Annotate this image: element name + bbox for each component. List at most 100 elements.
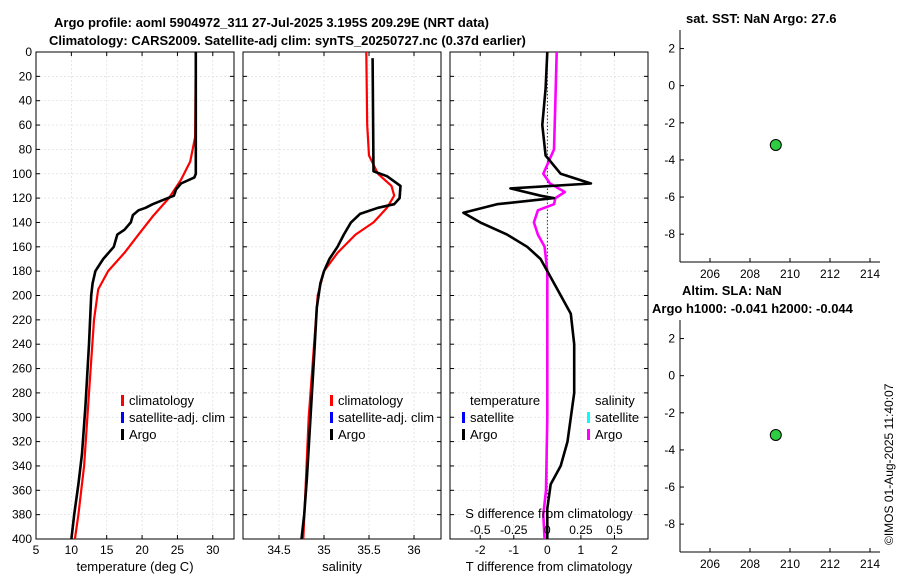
depth-tick-label: 0 <box>25 45 32 59</box>
sal-xtick-label: 36 <box>407 543 421 557</box>
diff-secondary-tick-label: -0.5 <box>470 523 491 537</box>
depth-tick-label: 100 <box>12 167 32 181</box>
depth-tick-label: 300 <box>12 410 32 424</box>
temp-legend-satellite-swatch <box>121 412 124 423</box>
diff-secondary-tick-label: 0 <box>544 523 551 537</box>
temp-xtick-label: 30 <box>206 543 220 557</box>
temp-legend-argo-label: Argo <box>129 427 156 442</box>
temp-xtick-label: 25 <box>171 543 185 557</box>
sal-legend-argo-label: Argo <box>338 427 365 442</box>
diff-xlabel: T difference from climatology <box>466 559 633 574</box>
diff-legend-temp-satellite-swatch <box>462 412 465 423</box>
sal-xtick-label: 35 <box>317 543 331 557</box>
diff-xtick-label: 0 <box>544 543 551 557</box>
sal-xtick-label: 35.5 <box>357 543 381 557</box>
temp-xtick-label: 15 <box>100 543 114 557</box>
sla-map-xtick-label: 206 <box>700 557 720 571</box>
sal-legend-satellite-label: satellite-adj. clim <box>338 410 434 425</box>
figure-title-line2: Climatology: CARS2009. Satellite-adj cli… <box>49 33 526 48</box>
depth-tick-label: 60 <box>19 118 33 132</box>
diff-legend-temp-argo-swatch <box>462 429 465 440</box>
diff-xtick-label: -1 <box>508 543 519 557</box>
diff-xtick-label: -2 <box>475 543 486 557</box>
sst-map-ytick-label: -8 <box>664 227 675 241</box>
depth-tick-label: 400 <box>12 532 32 546</box>
depth-tick-label: 160 <box>12 240 32 254</box>
depth-tick-label: 80 <box>19 142 33 156</box>
sst-map-xtick-label: 208 <box>740 267 760 281</box>
depth-tick-label: 280 <box>12 386 32 400</box>
diff-secondary-tick-label: 0.5 <box>606 523 623 537</box>
depth-tick-label: 120 <box>12 191 32 205</box>
depth-tick-label: 140 <box>12 215 32 229</box>
diff-salinity-argo-line <box>532 51 567 540</box>
diff-legend-temperature-title: temperature <box>470 393 540 408</box>
sla-map-ytick-label: -4 <box>664 443 675 457</box>
temp-legend-satellite-label: satellite-adj. clim <box>129 410 225 425</box>
depth-tick-label: 380 <box>12 508 32 522</box>
sal-xtick-label: 34.5 <box>267 543 291 557</box>
sst-map-xtick-label: 206 <box>700 267 720 281</box>
temp-climatology-line <box>73 51 197 540</box>
depth-tick-label: 200 <box>12 289 32 303</box>
diff-secondary-tick-label: 0.25 <box>569 523 593 537</box>
temp-legend-argo-swatch <box>121 429 124 440</box>
sst-map-ytick-label: -4 <box>664 153 675 167</box>
sla-map-ytick-label: 0 <box>668 369 675 383</box>
depth-tick-label: 240 <box>12 337 32 351</box>
diff-temperature-argo-line <box>462 51 593 539</box>
figure-title-line1: Argo profile: aoml 5904972_311 27-Jul-20… <box>54 15 489 30</box>
sst-map-ytick-label: 0 <box>668 79 675 93</box>
sal-legend-argo-swatch <box>330 429 333 440</box>
depth-tick-label: 360 <box>12 483 32 497</box>
sal-legend-satellite-swatch <box>330 412 333 423</box>
sst-map-xtick-label: 212 <box>820 267 840 281</box>
sla-map-argo-location-marker <box>769 428 782 441</box>
depth-tick-label: 340 <box>12 459 32 473</box>
sla-map-xtick-label: 212 <box>820 557 840 571</box>
sal-xlabel: salinity <box>322 559 362 574</box>
sst-map-xtick-label: 214 <box>860 267 880 281</box>
diff-legend-sal-satellite-swatch <box>587 412 590 423</box>
sal-legend-climatology-swatch <box>330 395 333 406</box>
sla-map-xtick-label: 208 <box>740 557 760 571</box>
sla-map-ytick-label: -6 <box>664 480 675 494</box>
temp-xtick-label: 10 <box>65 543 79 557</box>
depth-tick-label: 20 <box>19 69 33 83</box>
sst-map-title: sat. SST: NaN Argo: 27.6 <box>686 11 837 26</box>
sal-argo-line <box>300 58 402 540</box>
sst-map-ytick-label: 2 <box>668 42 675 56</box>
temp-argo-line <box>70 52 198 540</box>
temp-xtick-label: 20 <box>135 543 149 557</box>
diff-xlabel-secondary: S difference from climatology <box>465 506 633 521</box>
diff-xtick-label: 1 <box>578 543 585 557</box>
depth-tick-label: 40 <box>19 94 33 108</box>
sst-map-xtick-label: 210 <box>780 267 800 281</box>
diff-legend-sal-argo-label: Argo <box>595 427 622 442</box>
sst-map-argo-location-marker <box>769 138 782 151</box>
temp-xlabel: temperature (deg C) <box>76 559 193 574</box>
sla-map-ytick-label: -2 <box>664 406 675 420</box>
sst-map-ytick-label: -6 <box>664 190 675 204</box>
diff-legend-sal-satellite-label: satellite <box>595 410 639 425</box>
sla-map-xtick-label: 214 <box>860 557 880 571</box>
diff-legend-sal-argo-swatch <box>587 429 590 440</box>
temp-xtick-label: 5 <box>33 543 40 557</box>
depth-tick-label: 320 <box>12 435 32 449</box>
diff-secondary-tick-label: -0.25 <box>500 523 528 537</box>
depth-tick-label: 260 <box>12 362 32 376</box>
sla-map-ytick-label: -8 <box>664 517 675 531</box>
diff-legend-temp-satellite-label: satellite <box>470 410 514 425</box>
sal-legend-climatology-label: climatology <box>338 393 404 408</box>
sla-map-xtick-label: 210 <box>780 557 800 571</box>
sst-map-ytick-label: -2 <box>664 116 675 130</box>
diff-xtick-label: 2 <box>611 543 618 557</box>
diff-legend-temp-argo-label: Argo <box>470 427 497 442</box>
sla-map-title-line1: Altim. SLA: NaN <box>682 283 782 298</box>
temp-legend-climatology-label: climatology <box>129 393 195 408</box>
depth-tick-label: 180 <box>12 264 32 278</box>
diff-legend-salinity-title: salinity <box>595 393 635 408</box>
depth-tick-label: 220 <box>12 313 32 327</box>
sla-map-title-line2: Argo h1000: -0.041 h2000: -0.044 <box>652 301 853 316</box>
